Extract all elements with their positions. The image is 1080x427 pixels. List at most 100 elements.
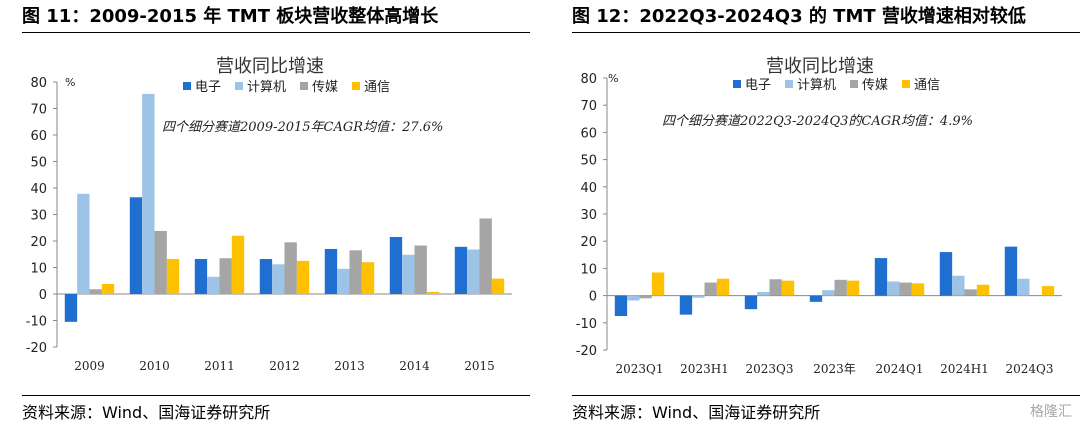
bar-电子-2023H1 [679, 295, 693, 315]
bar-传媒-2014 [414, 245, 427, 294]
bar-电子-2023年 [809, 295, 823, 302]
revenue-growth-bar-chart-2009-2015: 营收同比增速 -20 -10 0 10 20 30 40 50 60 70 80 % 2009 2010 20… [26, 56, 512, 373]
bar-通信-2012 [296, 260, 310, 294]
right-figure-panel: 图 12：2022Q3-2024Q3 的 TMT 营收增速相对较低 营收同比增速… [550, 0, 1080, 427]
x-tick-label: 2024Q1 [875, 362, 923, 376]
legend-label: 电子 [195, 80, 221, 95]
y-tick-label: 0 [39, 288, 47, 303]
legend-swatch-传媒 [300, 82, 308, 90]
y-tick-label: 70 [580, 99, 597, 114]
bar-传媒-2023Q3 [769, 279, 782, 296]
x-tick-label: 2023Q3 [745, 362, 793, 376]
figure-title: 图 11：2009-2015 年 TMT 板块营收整体高增长 [22, 6, 439, 27]
y-tick-label: -20 [26, 341, 47, 356]
revenue-growth-bar-chart-2023-2024: 营收同比增速 -20 -10 0 10 20 30 40 50 60 70 80 % 2023Q1 2023… [576, 56, 1062, 376]
y-tick-label: 50 [580, 154, 597, 169]
chart-title: 营收同比增速 [216, 56, 324, 77]
legend-swatch-电子 [183, 82, 191, 90]
source-rule [22, 395, 530, 396]
bar-计算机-2013 [337, 268, 350, 294]
bar-通信-2014 [426, 291, 440, 294]
bar-计算机-2024Q3 [1017, 278, 1030, 296]
y-tick-label: 50 [30, 156, 47, 171]
x-tick-label: 2011 [204, 359, 235, 373]
x-tick-label: 2015 [464, 359, 495, 373]
y-tick-label: 60 [580, 126, 597, 141]
x-tick-label: 2013 [334, 359, 365, 373]
y-tick-label: 10 [580, 262, 597, 277]
title-rule [22, 32, 530, 33]
bar-通信-2013 [361, 262, 375, 294]
bar-计算机-2015 [467, 249, 480, 294]
source-note: 资料来源：Wind、国海证券研究所 [22, 403, 271, 422]
y-tick-label: 10 [30, 262, 47, 277]
bar-电子-2012 [259, 259, 273, 294]
bar-电子-2011 [194, 259, 208, 294]
legend-label: 电子 [745, 78, 771, 93]
bar-电子-2024H1 [939, 252, 953, 296]
y-tick-label: -10 [26, 315, 47, 330]
bar-电子-2015 [454, 246, 468, 294]
x-tick-label: 2010 [139, 359, 170, 373]
bar-传媒-2024Q3 [1029, 295, 1042, 296]
bar-计算机-2023Q3 [757, 292, 770, 296]
watermark-logo: 格隆汇 [1030, 404, 1072, 420]
figure-title: 图 12：2022Q3-2024Q3 的 TMT 营收增速相对较低 [572, 6, 1026, 27]
y-unit-label: % [608, 72, 618, 85]
bar-电子-2024Q3 [1004, 246, 1018, 296]
y-tick-label: 80 [30, 76, 47, 91]
x-tick-label: 2023年 [813, 362, 856, 376]
bar-电子-2010 [129, 197, 143, 294]
bar-传媒-2011 [219, 258, 232, 294]
legend-swatch-计算机 [785, 80, 793, 88]
bar-通信-2024Q1 [911, 283, 925, 296]
y-tick-label: 80 [580, 72, 597, 87]
y-tick-label: -10 [576, 317, 597, 332]
y-tick-label: 70 [30, 103, 47, 118]
y-tick-label: -20 [576, 344, 597, 359]
bar-计算机-2014 [402, 254, 415, 294]
x-tick-label: 2024H1 [940, 362, 989, 376]
bar-电子-2024Q1 [874, 258, 888, 296]
y-tick-label: 60 [30, 129, 47, 144]
legend-swatch-通信 [902, 80, 910, 88]
y-tick-label: 40 [580, 181, 597, 196]
bar-传媒-2023H1 [704, 282, 717, 296]
y-tick-label: 30 [30, 209, 47, 224]
bar-计算机-2024Q1 [887, 281, 900, 296]
bar-电子-2009 [64, 294, 78, 322]
bar-通信-2010 [166, 259, 180, 294]
bar-通信-2024Q3 [1041, 286, 1055, 296]
bar-通信-2023H1 [716, 278, 730, 296]
legend-label: 传媒 [862, 78, 888, 93]
bar-计算机-2011 [207, 276, 220, 294]
bar-传媒-2012 [284, 242, 297, 294]
bar-通信-2023Q3 [781, 280, 795, 296]
chart-title: 营收同比增速 [766, 56, 874, 77]
source-note: 资料来源：Wind、国海证券研究所 [572, 403, 821, 422]
bar-计算机-2024H1 [952, 275, 965, 296]
left-figure-panel: 图 11：2009-2015 年 TMT 板块营收整体高增长 营收同比增速 -20… [0, 0, 530, 427]
bar-传媒-2024Q1 [899, 282, 912, 296]
legend-swatch-传媒 [850, 80, 858, 88]
legend-swatch-计算机 [235, 82, 243, 90]
x-tick-label: 2023Q1 [615, 362, 663, 376]
legend-label: 计算机 [247, 80, 286, 95]
y-tick-label: 20 [30, 235, 47, 250]
bar-传媒-2009 [89, 289, 102, 294]
y-unit-label: % [65, 76, 75, 89]
bar-计算机-2023年 [822, 290, 835, 296]
bar-传媒-2013 [349, 250, 362, 294]
cagr-annotation: 四个细分赛道2009-2015年CAGR均值：27.6% [162, 119, 443, 135]
x-tick-label: 2024Q3 [1005, 362, 1053, 376]
bar-传媒-2015 [479, 218, 492, 294]
y-tick-label: 40 [30, 182, 47, 197]
bar-通信-2011 [231, 235, 245, 294]
bar-电子-2014 [389, 237, 403, 294]
bar-计算机-2010 [142, 93, 155, 294]
y-tick-label: 0 [589, 290, 597, 305]
source-rule [572, 395, 1080, 396]
bar-传媒-2024H1 [964, 289, 977, 296]
bar-通信-2024H1 [976, 284, 990, 296]
bar-电子-2013 [324, 248, 338, 294]
